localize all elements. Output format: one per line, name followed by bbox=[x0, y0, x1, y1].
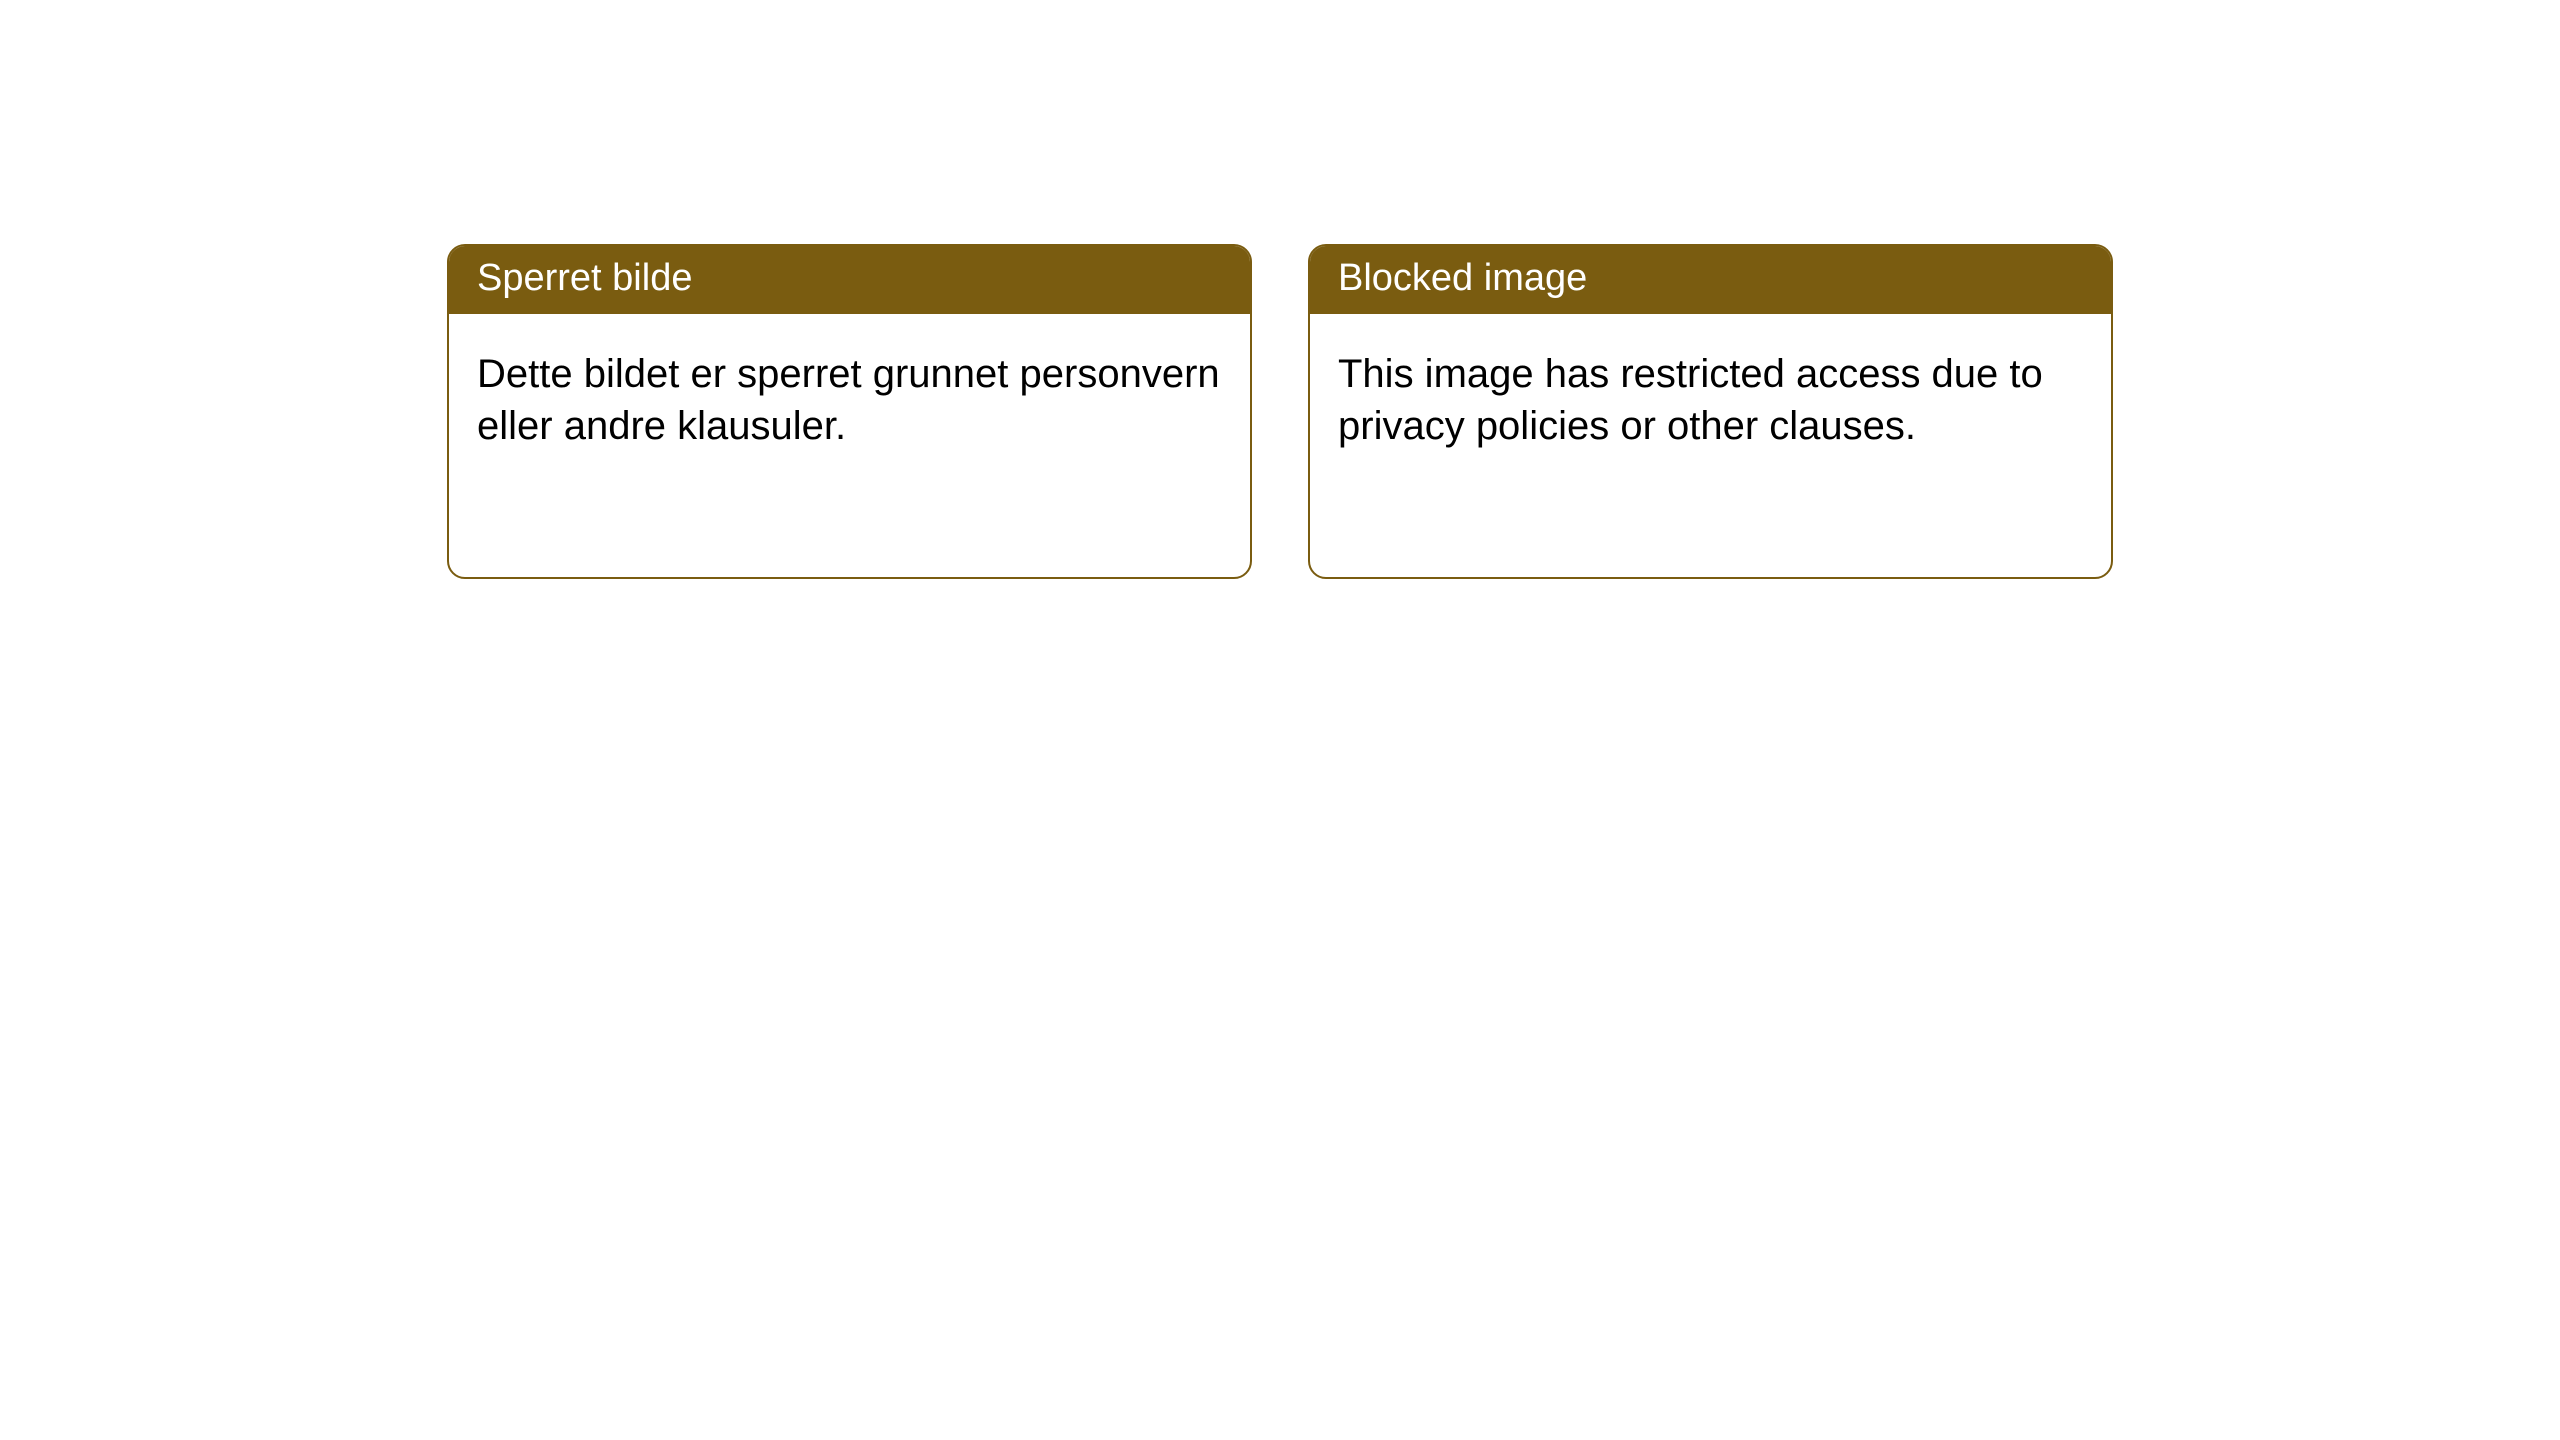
notice-card-title: Sperret bilde bbox=[449, 246, 1250, 314]
notice-card-body: This image has restricted access due to … bbox=[1310, 314, 2111, 480]
notice-card-title: Blocked image bbox=[1310, 246, 2111, 314]
notice-cards-container: Sperret bilde Dette bildet er sperret gr… bbox=[0, 0, 2560, 579]
notice-card-english: Blocked image This image has restricted … bbox=[1308, 244, 2113, 579]
notice-card-body: Dette bildet er sperret grunnet personve… bbox=[449, 314, 1250, 480]
notice-card-norwegian: Sperret bilde Dette bildet er sperret gr… bbox=[447, 244, 1252, 579]
